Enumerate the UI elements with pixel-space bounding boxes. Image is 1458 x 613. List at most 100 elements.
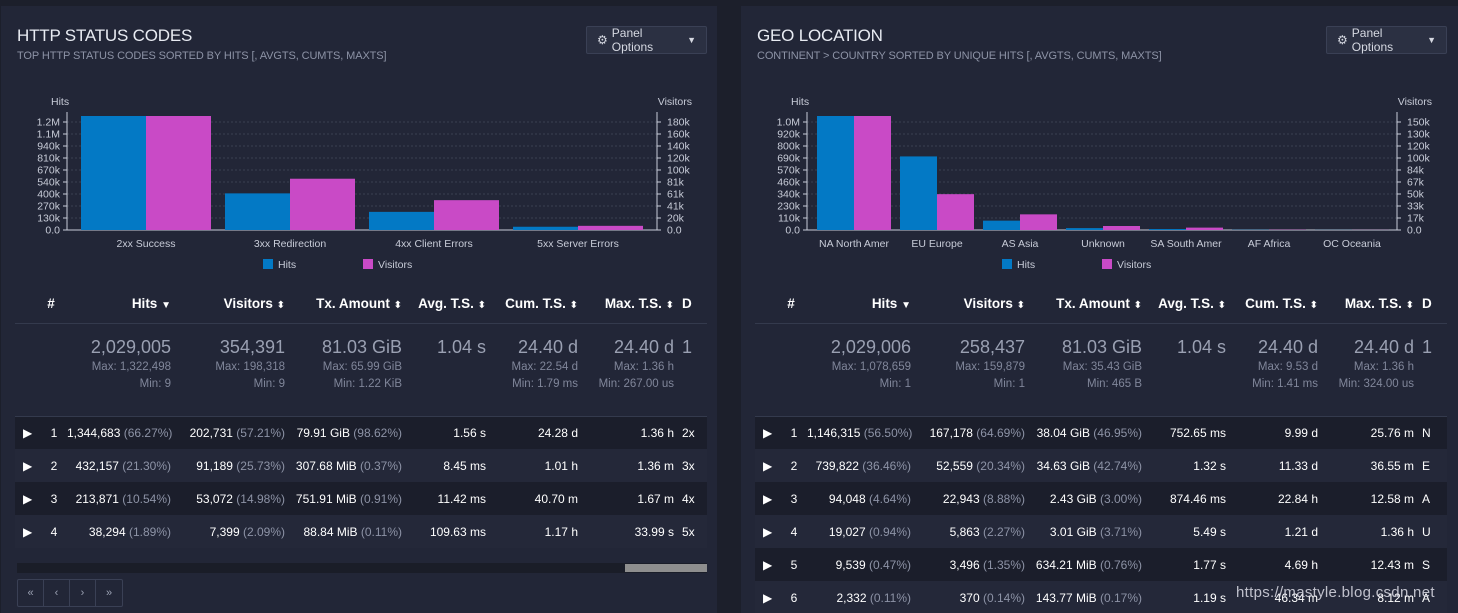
visitors-cell: 53,072 (14.98%): [177, 482, 291, 515]
table-row[interactable]: ▶ 3 213,871 (10.54%) 53,072 (14.98%) 751.91 …: [15, 482, 707, 515]
tx-amount-cell: 307.68 MiB (0.37%): [291, 449, 408, 482]
expand-row-icon[interactable]: ▶: [15, 482, 41, 515]
legend-hits-swatch: [263, 259, 273, 269]
left-tick-label: 130k: [37, 213, 61, 225]
visitors-cell: 91,189 (25.73%): [177, 449, 291, 482]
http-status-codes-panel: HTTP STATUS CODES TOP HTTP STATUS CODES …: [1, 6, 717, 613]
bar-hits: [513, 226, 578, 230]
tx-amount-cell: 88.84 MiB (0.11%): [291, 515, 408, 548]
horizontal-scrollbar[interactable]: [17, 563, 707, 573]
visitors-cell: 370 (0.14%): [917, 581, 1031, 613]
expand-row-icon[interactable]: ▶: [755, 482, 781, 515]
col-avg-ts[interactable]: Avg. T.S. ⬍: [1148, 284, 1232, 324]
right-tick-label: 17k: [1407, 213, 1425, 225]
table-row[interactable]: ▶ 4 19,027 (0.94%) 5,863 (2.27%) 3.01 GiB (3…: [755, 515, 1447, 548]
legend-visitors-label: Visitors: [378, 259, 412, 271]
bar-hits: [1149, 229, 1186, 230]
table-row[interactable]: ▶ 1 1,146,315 (56.50%) 167,178 (64.69%) 38.0…: [755, 416, 1447, 449]
panel-options-button[interactable]: ⚙ Panel Options ▼: [1326, 26, 1447, 54]
col-max-ts[interactable]: Max. T.S. ⬍: [1324, 284, 1420, 324]
left-tick-label: 920k: [777, 129, 801, 141]
cum-ts-cell: 46.34 m: [1232, 581, 1324, 613]
table-row[interactable]: ▶ 2 432,157 (21.30%) 91,189 (25.73%) 307.68 …: [15, 449, 707, 482]
sort-both-icon: ⬍: [1309, 299, 1318, 311]
expand-row-icon[interactable]: ▶: [15, 515, 41, 548]
max-ts-cell: 33.99 s: [584, 515, 680, 548]
status-codes-table: # Hits ▼ Visitors ⬍ Tx. Amount ⬍ Avg. T.…: [15, 284, 707, 548]
expand-row-icon[interactable]: ▶: [15, 449, 41, 482]
visitors-cell: 22,943 (8.88%): [917, 482, 1031, 515]
col-visitors[interactable]: Visitors ⬍: [917, 284, 1031, 324]
sort-both-icon: ⬍: [276, 299, 285, 311]
hits-cell: 38,294 (1.89%): [67, 515, 177, 548]
legend-hits-swatch: [1002, 259, 1012, 269]
col-data[interactable]: D: [1420, 284, 1447, 324]
pagination: « ‹ › »: [17, 579, 123, 607]
col-cum-ts[interactable]: Cum. T.S. ⬍: [1232, 284, 1324, 324]
left-tick-label: 0.0: [45, 225, 60, 237]
sort-desc-icon: ▼: [161, 299, 171, 311]
first-page-button[interactable]: «: [18, 580, 44, 606]
cum-ts-cell: 24.28 d: [492, 416, 584, 449]
scrollbar-thumb[interactable]: [625, 564, 707, 572]
col-avg-ts[interactable]: Avg. T.S. ⬍: [408, 284, 492, 324]
x-tick-label: Unknown: [1081, 238, 1125, 250]
col-max-ts[interactable]: Max. T.S. ⬍: [584, 284, 680, 324]
col-tx-amount[interactable]: Tx. Amount ⬍: [291, 284, 408, 324]
hits-cell: 1,146,315 (56.50%): [807, 416, 917, 449]
data-cell: 3x: [680, 449, 707, 482]
expand-row-icon[interactable]: ▶: [15, 416, 41, 449]
col-hits[interactable]: Hits ▼: [807, 284, 917, 324]
table-row[interactable]: ▶ 5 9,539 (0.47%) 3,496 (1.35%) 634.21 MiB (…: [755, 548, 1447, 581]
right-tick-label: 50k: [1407, 189, 1425, 201]
sort-both-icon: ⬍: [665, 299, 674, 311]
table-header: # Hits ▼ Visitors ⬍ Tx. Amount ⬍ Avg. T.…: [15, 284, 707, 324]
x-tick-label: 4xx Client Errors: [395, 238, 473, 250]
col-index: #: [41, 284, 67, 324]
right-tick-label: 100k: [667, 165, 691, 177]
expand-row-icon[interactable]: ▶: [755, 449, 781, 482]
col-data[interactable]: D: [680, 284, 707, 324]
table-row[interactable]: ▶ 3 94,048 (4.64%) 22,943 (8.88%) 2.43 GiB (…: [755, 482, 1447, 515]
expand-row-icon[interactable]: ▶: [755, 515, 781, 548]
sort-both-icon: ⬍: [569, 299, 578, 311]
x-tick-label: SA South Amer: [1150, 238, 1222, 250]
col-hits[interactable]: Hits ▼: [67, 284, 177, 324]
table-row[interactable]: ▶ 2 739,822 (36.46%) 52,559 (20.34%) 34.63 G…: [755, 449, 1447, 482]
col-cum-ts[interactable]: Cum. T.S. ⬍: [492, 284, 584, 324]
max-ts-cell: 12.58 m: [1324, 482, 1420, 515]
legend-hits-label: Hits: [278, 259, 296, 271]
right-tick-label: 0.0: [1407, 225, 1422, 237]
x-tick-label: AF Africa: [1248, 238, 1291, 250]
prev-page-button[interactable]: ‹: [44, 580, 70, 606]
last-page-button[interactable]: »: [105, 587, 113, 599]
row-index: 1: [41, 416, 67, 449]
geo-location-table: # Hits ▼ Visitors ⬍ Tx. Amount ⬍ Avg. T.…: [755, 284, 1447, 613]
tx-amount-cell: 751.91 MiB (0.91%): [291, 482, 408, 515]
x-tick-label: OC Oceania: [1323, 238, 1381, 250]
row-index: 3: [41, 482, 67, 515]
panel-options-button[interactable]: ⚙ Panel Options ▼: [586, 26, 707, 54]
max-ts-cell: 36.55 m: [1324, 449, 1420, 482]
expand-row-icon[interactable]: ▶: [755, 548, 781, 581]
visitors-cell: 5,863 (2.27%): [917, 515, 1031, 548]
avg-ts-cell: 1.77 s: [1148, 548, 1232, 581]
legend-hits-label: Hits: [1017, 259, 1035, 271]
left-tick-label: 270k: [37, 201, 61, 213]
col-visitors[interactable]: Visitors ⬍: [177, 284, 291, 324]
col-tx-amount[interactable]: Tx. Amount ⬍: [1031, 284, 1148, 324]
max-ts-cell: 1.36 h: [1324, 515, 1420, 548]
avg-ts-cell: 1.32 s: [1148, 449, 1232, 482]
next-page-button[interactable]: ›: [70, 580, 96, 606]
expand-row-icon[interactable]: ▶: [755, 416, 781, 449]
x-tick-label: 2xx Success: [117, 238, 176, 250]
table-row[interactable]: ▶ 1 1,344,683 (66.27%) 202,731 (57.21%) 79.9…: [15, 416, 707, 449]
legend-visitors-swatch: [363, 259, 373, 269]
expand-row-icon[interactable]: ▶: [755, 581, 781, 613]
hits-cell: 739,822 (36.46%): [807, 449, 917, 482]
visitors-cell: 52,559 (20.34%): [917, 449, 1031, 482]
table-row[interactable]: ▶ 4 38,294 (1.89%) 7,399 (2.09%) 88.84 MiB (…: [15, 515, 707, 548]
table-row[interactable]: ▶ 6 2,332 (0.11%) 370 (0.14%) 143.77 MiB (0.…: [755, 581, 1447, 613]
bar-hits: [983, 220, 1020, 230]
